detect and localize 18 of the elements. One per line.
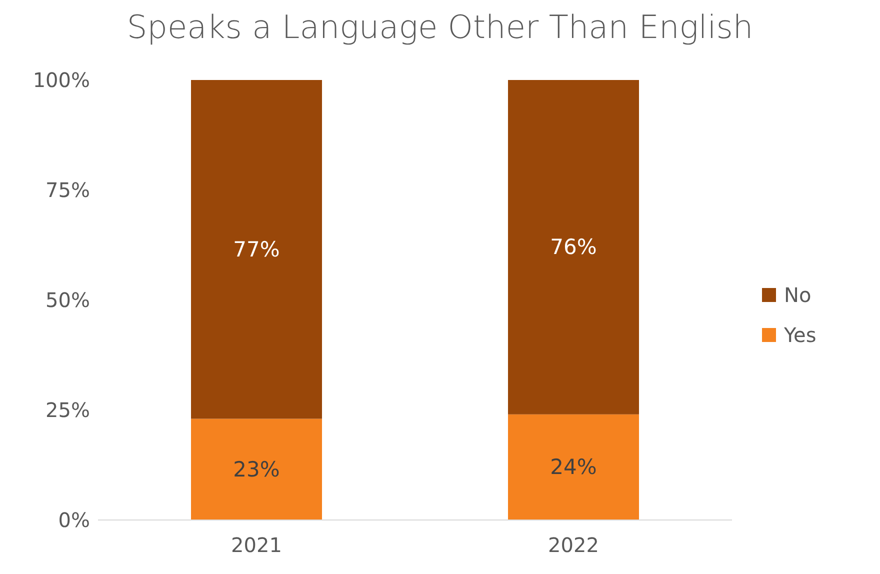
x-tick-label: 2021 — [231, 533, 282, 558]
data-label: 77% — [233, 237, 280, 262]
y-tick-label: 0% — [58, 508, 90, 532]
y-tick-label: 25% — [46, 398, 90, 422]
chart-title: Speaks a Language Other Than English — [126, 8, 754, 48]
y-tick-label: 100% — [32, 68, 90, 92]
bar — [508, 414, 639, 520]
bar — [191, 80, 322, 419]
legend-label: No — [784, 283, 812, 307]
y-tick-label: 75% — [46, 178, 90, 202]
data-label: 23% — [233, 457, 280, 482]
data-label: 76% — [550, 235, 597, 260]
bar — [191, 418, 322, 520]
x-tick-label: 2022 — [548, 533, 599, 558]
y-tick-label: 50% — [46, 288, 90, 312]
legend-label: Yes — [784, 323, 816, 347]
bar — [508, 80, 639, 414]
data-label: 24% — [550, 455, 597, 480]
